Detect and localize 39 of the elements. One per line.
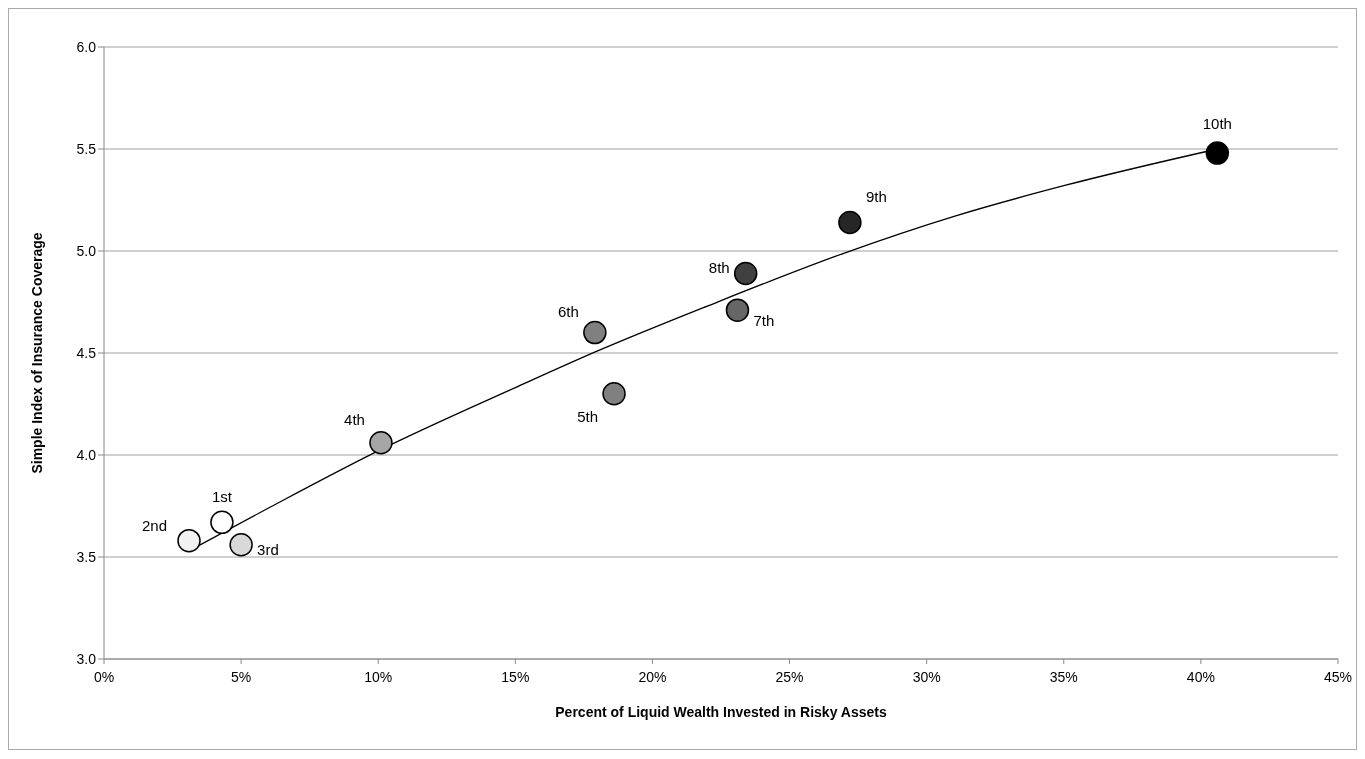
- point: [838, 210, 862, 235]
- annotation: 6th: [558, 302, 579, 320]
- y-tick-label: 4.0: [76, 446, 97, 463]
- x-tick-label: 25%: [775, 668, 804, 685]
- point: [1205, 141, 1230, 165]
- x-tick-label: 40%: [1186, 668, 1215, 685]
- point: [583, 320, 607, 345]
- annotation: 4th: [344, 410, 365, 428]
- y-tick-label: 3.0: [76, 650, 97, 667]
- y-axis-title: Simple Index of Insurance Coverage: [28, 232, 45, 474]
- point: [369, 431, 393, 455]
- x-tick-label: 5%: [230, 668, 252, 685]
- y-tick-label: 6.0: [76, 38, 97, 55]
- x-tick-label: 20%: [638, 668, 667, 685]
- annotation: 8th: [708, 259, 730, 277]
- point: [733, 261, 758, 286]
- y-tick-label: 5.0: [76, 242, 97, 259]
- x-tick-label: 0%: [93, 668, 115, 685]
- annotation: 10th: [1202, 115, 1232, 133]
- x-tick-label: 35%: [1049, 668, 1078, 685]
- annotation: 7th: [753, 312, 775, 330]
- annotation: 9th: [865, 188, 887, 206]
- y-tick-label: 5.5: [76, 140, 97, 157]
- point: [210, 510, 234, 535]
- x-tick-label: 30%: [912, 668, 941, 685]
- point: [229, 533, 253, 557]
- x-tick-label: 45%: [1323, 668, 1353, 685]
- annotation: 1st: [211, 488, 233, 506]
- y-tick-label: 3.5: [76, 548, 97, 565]
- annotation: 5th: [577, 407, 599, 425]
- point: [725, 298, 750, 322]
- x-axis-title: Percent of Liquid Wealth Invested in Risky Assets: [555, 704, 887, 720]
- point: [177, 528, 201, 553]
- annotation: 2nd: [141, 516, 168, 534]
- point: [602, 382, 626, 406]
- annotation: 3rd: [257, 540, 279, 558]
- x-tick-label: 15%: [501, 668, 530, 685]
- y-tick-label: 4.5: [76, 344, 97, 361]
- x-tick-label: 10%: [364, 668, 393, 685]
